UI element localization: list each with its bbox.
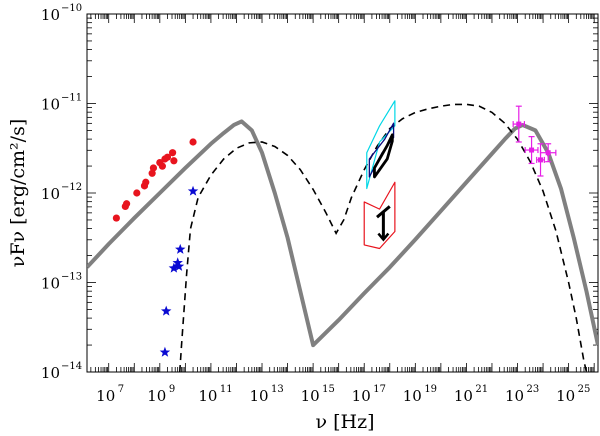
optical-star-point bbox=[173, 260, 185, 271]
optical-star-point bbox=[160, 305, 172, 316]
x-tick-exponent: 23 bbox=[527, 384, 540, 395]
x-tick-exponent: 21 bbox=[475, 384, 488, 395]
radio-data-point bbox=[123, 200, 131, 208]
y-tick-label: 10 bbox=[41, 6, 60, 24]
y-axis-title: νFν [erg/cm²/s] bbox=[7, 119, 29, 267]
gamma-data-point bbox=[539, 143, 557, 163]
x-tick-exponent: 7 bbox=[118, 384, 124, 395]
radio-data-point bbox=[158, 162, 166, 170]
gamma-point-marker bbox=[516, 121, 522, 127]
x-tick-exponent: 9 bbox=[169, 384, 175, 395]
x-tick-exponent: 11 bbox=[220, 384, 233, 395]
y-tick-label: 10 bbox=[41, 185, 60, 203]
y-tick-exponent: −13 bbox=[61, 272, 82, 283]
y-tick-exponent: −14 bbox=[61, 361, 82, 372]
x-tick-label: 10 bbox=[556, 387, 575, 405]
y-tick-label: 10 bbox=[41, 96, 60, 114]
radio-data-point bbox=[163, 153, 172, 161]
gamma-point-marker bbox=[545, 150, 551, 156]
y-tick-label: 10 bbox=[41, 275, 60, 293]
gamma-point-marker bbox=[529, 147, 535, 153]
upper-limit-arrowhead bbox=[377, 232, 390, 242]
xray-red-bowtie bbox=[363, 181, 396, 250]
gamma-data-point bbox=[536, 143, 545, 177]
y-tick-exponent: −11 bbox=[61, 93, 82, 104]
gamma-point-marker bbox=[538, 157, 544, 163]
radio-data-point bbox=[142, 178, 150, 186]
xray-cyan-bowtie bbox=[366, 100, 396, 190]
gamma-data-point bbox=[512, 105, 526, 143]
radio-data-point bbox=[149, 164, 158, 172]
y-tick-label: 10 bbox=[41, 364, 60, 382]
y-tick-exponent: −12 bbox=[61, 182, 82, 193]
y-tick-exponent: −10 bbox=[61, 3, 82, 14]
x-tick-exponent: 15 bbox=[322, 384, 335, 395]
x-tick-label: 10 bbox=[198, 387, 217, 405]
optical-star-point bbox=[159, 346, 171, 357]
xray-black-bowtie bbox=[373, 133, 394, 179]
x-tick-label: 10 bbox=[96, 387, 115, 405]
x-tick-exponent: 25 bbox=[578, 384, 591, 395]
radio-data-point bbox=[133, 189, 141, 197]
plot-area bbox=[87, 100, 598, 372]
axis-ticks bbox=[87, 14, 598, 373]
optical-star-point bbox=[172, 257, 183, 268]
x-tick-exponent: 13 bbox=[271, 384, 284, 395]
x-tick-label: 10 bbox=[249, 387, 268, 405]
radio-data-point bbox=[112, 214, 120, 222]
optical-star-point bbox=[187, 185, 199, 196]
x-tick-exponent: 19 bbox=[424, 384, 437, 395]
gamma-data-point bbox=[524, 136, 539, 165]
x-tick-label: 10 bbox=[352, 387, 371, 405]
x-tick-label: 10 bbox=[147, 387, 166, 405]
optical-star-point bbox=[175, 243, 186, 254]
x-tick-label: 10 bbox=[454, 387, 473, 405]
xray-black-arrow bbox=[376, 205, 391, 242]
radio-data-point bbox=[189, 138, 197, 146]
radio-data-point bbox=[168, 149, 177, 157]
x-tick-label: 10 bbox=[403, 387, 422, 405]
optical-star-point bbox=[168, 262, 180, 273]
x-tick-labels: 10 7 10 9 10 11 10 13 10 15 10 17 10 19 10 21 10 23 10 25 bbox=[96, 384, 590, 405]
x-tick-label: 10 bbox=[505, 387, 524, 405]
x-tick-exponent: 17 bbox=[373, 384, 386, 395]
x-axis-title: ν [Hz] bbox=[316, 411, 375, 433]
x-tick-label: 10 bbox=[301, 387, 320, 405]
radio-data-point bbox=[148, 169, 156, 177]
model-solid-curve bbox=[87, 119, 598, 348]
radio-data-point bbox=[170, 157, 178, 165]
